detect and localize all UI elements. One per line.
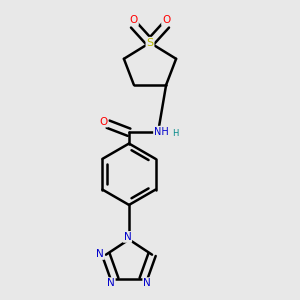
Text: O: O — [99, 117, 108, 127]
Text: NH: NH — [154, 127, 169, 136]
Text: N: N — [107, 278, 115, 288]
Text: N: N — [96, 249, 104, 259]
Text: N: N — [124, 232, 131, 242]
Text: H: H — [172, 129, 179, 138]
Text: N: N — [143, 278, 151, 288]
Text: S: S — [146, 38, 154, 48]
Text: O: O — [162, 15, 170, 25]
Text: O: O — [130, 15, 138, 25]
